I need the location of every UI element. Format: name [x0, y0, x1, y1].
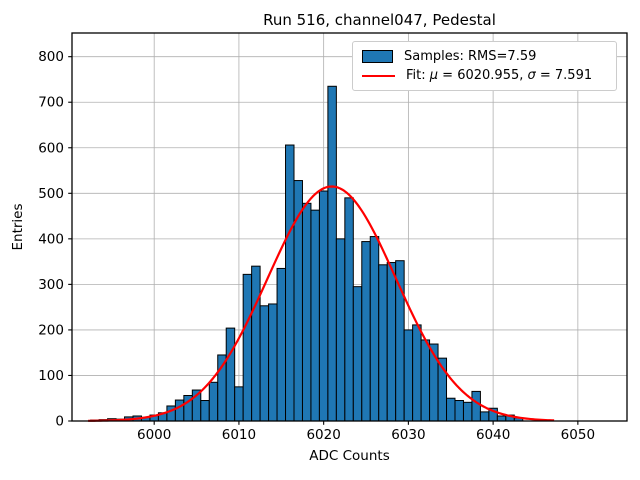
legend-row-samples: Samples: RMS=7.59: [353, 50, 616, 63]
y-tick-label: 400: [38, 231, 64, 247]
x-tick-label: 6030: [391, 427, 425, 443]
histogram-bar: [420, 339, 431, 422]
histogram-bar: [200, 400, 210, 422]
histogram-bar: [301, 202, 312, 422]
histogram-bar: [496, 415, 507, 422]
histogram-bar: [446, 397, 456, 422]
histogram-bar: [462, 401, 473, 422]
y-tick-label: 800: [38, 49, 64, 65]
histogram-bar: [403, 329, 414, 422]
histogram-bar: [268, 303, 278, 422]
y-axis-label: Entries: [10, 203, 26, 251]
histogram-bar: [412, 324, 422, 422]
x-tick-label: 6050: [561, 427, 595, 443]
y-tick-label: 700: [38, 95, 64, 111]
samples-swatch-icon: [362, 50, 393, 63]
legend: Samples: RMS=7.59 Fit: μ = 6020.955, σ =…: [352, 41, 617, 91]
y-tick-label: 500: [38, 186, 64, 202]
histogram-bar: [251, 265, 261, 422]
histogram-bar: [327, 85, 337, 422]
x-axis-label: ADC Counts: [309, 448, 390, 464]
legend-fit-label: Fit: μ = 6020.955, σ = 7.591: [406, 68, 593, 83]
histogram-bar: [479, 411, 490, 422]
chart-title-text: Run 516, channel047, Pedestal: [263, 11, 496, 29]
histogram-bar: [352, 286, 363, 422]
histogram-bar: [361, 241, 371, 422]
histogram-bar: [234, 386, 244, 422]
y-tick-label: 600: [38, 140, 64, 156]
histogram-bar: [386, 262, 397, 422]
x-tick-label: 6040: [476, 427, 510, 443]
y-tick-label: 200: [38, 322, 64, 338]
histogram-bar: [318, 190, 329, 422]
legend-row-fit: Fit: μ = 6020.955, σ = 7.591: [353, 69, 616, 82]
histogram-bar: [344, 197, 354, 422]
chart-title: Run 516, channel047, Pedestal: [0, 11, 640, 29]
fit-line-icon: [362, 74, 395, 77]
histogram-bar: [276, 267, 287, 422]
histogram-bar: [471, 390, 481, 422]
histogram-bar: [378, 264, 388, 422]
histogram-bar: [369, 236, 380, 422]
y-tick-label: 0: [55, 414, 64, 430]
histogram-bar: [259, 305, 270, 422]
x-tick-label: 6000: [137, 427, 171, 443]
y-tick-label: 300: [38, 277, 64, 293]
histogram-bar: [454, 400, 464, 422]
x-tick-label: 6020: [306, 427, 340, 443]
legend-samples-label: Samples: RMS=7.59: [404, 49, 537, 64]
histogram-bar: [335, 238, 346, 422]
histogram-bar: [225, 327, 236, 422]
plot-border: [71, 32, 628, 422]
fit-curve: [88, 185, 555, 422]
histogram-bar: [174, 399, 185, 422]
histogram-bar: [285, 144, 295, 422]
histogram-bar: [310, 209, 320, 422]
histogram-bar: [242, 273, 253, 422]
x-tick-label: 6010: [222, 427, 256, 443]
y-tick-label: 100: [38, 368, 64, 384]
histogram-bar: [208, 381, 219, 422]
